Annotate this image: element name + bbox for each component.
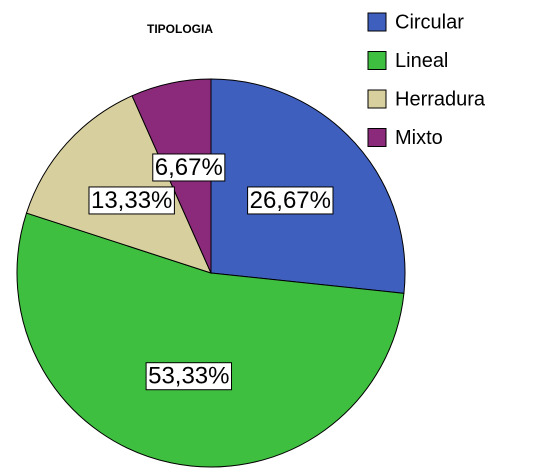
chart-title: TIPOLOGIA	[147, 22, 213, 36]
data-label: 13,33%	[91, 187, 172, 214]
pie-slice	[25, 95, 212, 274]
data-label: 26,67%	[250, 187, 331, 214]
legend-swatch	[367, 89, 387, 109]
legend-label: Mixto	[395, 127, 443, 149]
data-label-box	[247, 186, 334, 215]
pie-slice	[210, 78, 406, 294]
data-label-box	[145, 362, 233, 391]
legend-label: Circular	[395, 11, 464, 33]
legend-label: Lineal	[395, 50, 448, 72]
pie-slice	[16, 212, 405, 468]
legend-swatch	[367, 12, 387, 32]
legend-label: Herradura	[395, 88, 486, 110]
data-label: 53,33%	[148, 363, 229, 390]
legend-swatch	[367, 128, 387, 147]
data-label-box	[152, 153, 226, 182]
data-label: 6,67%	[155, 154, 223, 181]
data-label-box	[88, 186, 175, 215]
legend-swatch	[367, 51, 387, 70]
